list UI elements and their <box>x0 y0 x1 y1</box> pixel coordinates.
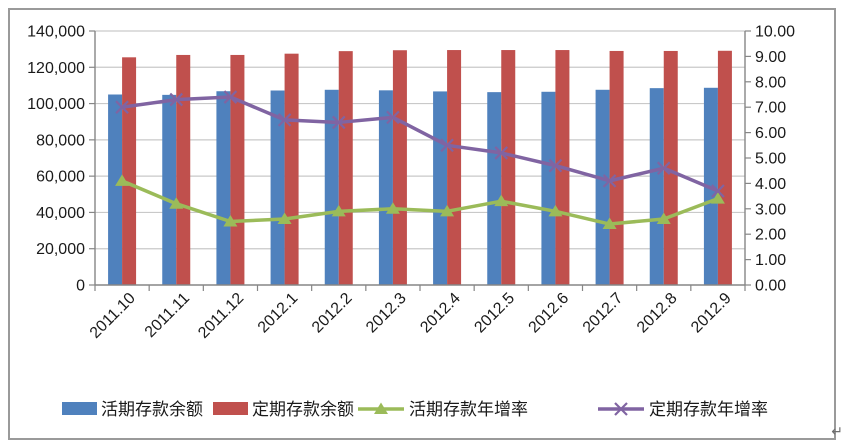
x-marker-icon <box>602 174 617 188</box>
triangle-marker-icon <box>115 174 130 186</box>
legend-x-icon <box>614 402 628 416</box>
bar-time-balance <box>122 57 137 285</box>
left-axis-tick-label: 100,000 <box>27 96 85 113</box>
x-axis-label: 2012.1 <box>255 290 302 337</box>
bar-demand-balance <box>433 91 448 285</box>
left-axis-tick-label: 40,000 <box>36 205 85 222</box>
bar-time-balance <box>230 54 245 285</box>
triangle-marker-icon <box>494 194 509 207</box>
triangle-marker-icon <box>440 204 455 217</box>
x-axis-label: 2011.11 <box>142 290 193 341</box>
bar-time-balance <box>663 50 678 286</box>
bar-demand-balance <box>541 91 556 286</box>
legend-label: 定期存款年增率 <box>649 400 768 419</box>
x-marker-icon <box>115 100 129 114</box>
legend-swatch-icon <box>62 402 97 415</box>
bar-demand-balance <box>324 89 339 285</box>
bar-demand-balance <box>595 89 610 285</box>
x-axis-label: 2012.3 <box>363 290 410 337</box>
right-axis-tick-label: 7.00 <box>755 100 786 117</box>
x-marker-icon <box>440 138 454 153</box>
x-axis-label: 2012.7 <box>580 290 627 337</box>
bar-time-balance <box>717 50 732 286</box>
x-axis-label: 2011.12 <box>195 290 247 342</box>
x-axis-label: 2012.4 <box>417 290 464 337</box>
deposit-combo-chart[interactable]: 140,000 120,000 100,000 80,000 60,000 40,000 2… <box>8 8 836 440</box>
left-axis-tick-label: 0 <box>76 278 85 295</box>
triangle-marker-icon <box>277 212 292 224</box>
bar-demand-balance <box>270 90 285 285</box>
x-marker-icon <box>331 115 346 130</box>
right-axis-tick-label: 6.00 <box>755 125 786 142</box>
paragraph-mark: ↵ <box>831 423 843 439</box>
bar-demand-balance <box>487 92 502 286</box>
triangle-marker-icon <box>656 212 671 224</box>
legend-label: 定期存款余额 <box>252 400 354 419</box>
legend-swatch-icon <box>213 402 248 415</box>
triangle-marker-icon <box>169 197 184 209</box>
x-marker-icon <box>494 146 509 160</box>
right-axis-tick-label: 4.00 <box>755 176 786 193</box>
legend-triangle-icon <box>374 402 388 414</box>
chart-canvas: 140,000 120,000 100,000 80,000 60,000 40,000 2… <box>27 24 795 420</box>
x-marker-icon <box>386 110 400 125</box>
left-axis-tick-label: 140,000 <box>27 24 85 41</box>
x-axis-label: 2012.2 <box>309 290 356 337</box>
right-axis-tick-label: 8.00 <box>755 74 786 91</box>
bar-time-balance <box>609 50 624 286</box>
bar-time-balance <box>176 54 191 285</box>
x-axis-label: 2012.6 <box>526 290 573 337</box>
bar-time-balance <box>501 50 516 285</box>
x-marker-icon <box>169 92 184 107</box>
demand-growth-line <box>120 179 720 226</box>
right-axis-tick-label: 5.00 <box>755 151 786 168</box>
x-axis-label: 2012.8 <box>634 290 681 337</box>
right-axis-tick-label: 1.00 <box>755 252 786 269</box>
right-axis-tick-label: 3.00 <box>755 201 786 218</box>
x-marker-icon <box>656 161 671 175</box>
right-axis-tick-label: 0.00 <box>755 278 786 295</box>
x-marker-icon <box>277 113 292 127</box>
triangle-marker-icon <box>548 204 563 217</box>
time-growth-line <box>120 95 720 193</box>
x-marker-icon <box>711 184 725 198</box>
bar-time-balance <box>392 50 407 285</box>
bar-demand-balance <box>216 91 231 285</box>
x-marker-icon <box>223 90 238 104</box>
bar-demand-balance <box>108 94 123 285</box>
triangle-marker-icon <box>223 215 238 227</box>
bar-time-balance <box>284 53 299 285</box>
triangle-marker-icon <box>331 204 346 217</box>
bar-demand-balance <box>649 88 664 286</box>
left-axis-tick-label: 20,000 <box>36 241 85 258</box>
x-axis-label: 2012.5 <box>471 290 518 337</box>
left-axis-tick-label: 80,000 <box>36 132 85 149</box>
x-marker-icon <box>548 158 563 173</box>
triangle-marker-icon <box>710 192 725 204</box>
left-axis-tick-label: 60,000 <box>36 169 85 186</box>
legend-label: 活期存款余额 <box>101 400 203 419</box>
legend-label: 活期存款年增率 <box>409 400 528 419</box>
triangle-marker-icon <box>602 217 617 230</box>
bar-time-balance <box>338 51 353 285</box>
bar-demand-balance <box>162 94 177 285</box>
left-axis-tick-label: 120,000 <box>27 60 85 77</box>
bar-time-balance <box>447 50 462 285</box>
x-axis-label: 2011.10 <box>87 290 139 342</box>
x-axis-label: 2012.9 <box>688 290 735 337</box>
right-axis-tick-label: 2.00 <box>755 227 786 244</box>
triangle-marker-icon <box>385 202 400 214</box>
bar-demand-balance <box>378 90 393 285</box>
right-axis-tick-label: 9.00 <box>755 49 786 66</box>
right-axis-tick-label: 10.00 <box>755 24 795 41</box>
